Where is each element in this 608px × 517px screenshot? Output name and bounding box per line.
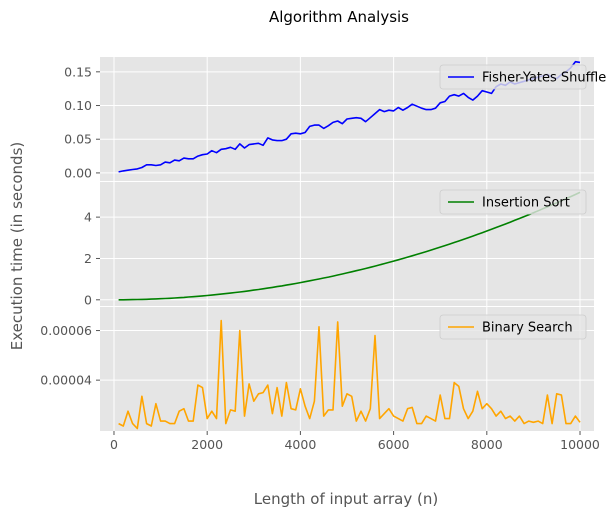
y-tick-label: 0.15 — [64, 64, 92, 79]
legend: Fisher-Yates Shuffle — [439, 64, 606, 90]
y-tick-label: 0 — [84, 292, 92, 307]
y-tick-label: 0.10 — [64, 98, 92, 113]
y-tick-label: 0.00 — [64, 165, 92, 180]
series-line — [118, 319, 581, 430]
x-tick-label: 4000 — [284, 437, 316, 452]
x-axis-title: Length of input array (n) — [254, 490, 438, 508]
legend: Insertion Sort — [439, 189, 587, 215]
y-axis-title: Execution time (in seconds) — [8, 142, 26, 351]
y-tick-label: 2 — [84, 251, 92, 266]
x-tick-label: 10000 — [560, 437, 600, 452]
legend-box — [439, 64, 587, 90]
x-tick-label: 6000 — [378, 437, 410, 452]
chart-panels: 0.00 0.05 0.10 0.15 Fisher-Yates Shuffle 0 2 4 I… — [40, 57, 606, 452]
x-tick-label: 2000 — [191, 437, 223, 452]
y-tick-label: 0.05 — [64, 132, 92, 147]
panel-2: 0.00004 0.00006 Binary Search — [40, 307, 594, 431]
legend-box — [439, 314, 587, 340]
series-line — [118, 191, 581, 301]
legend: Binary Search — [439, 314, 587, 340]
legend-label: Binary Search — [482, 321, 573, 336]
legend-label: Fisher-Yates Shuffle — [482, 71, 606, 86]
x-tick-label: 8000 — [471, 437, 503, 452]
x-tick-label: 0 — [110, 437, 118, 452]
panel-0: 0.00 0.05 0.10 0.15 Fisher-Yates Shuffle — [64, 57, 606, 181]
legend-label: Insertion Sort — [482, 196, 570, 211]
chart-title: Algorithm Analysis — [269, 8, 409, 26]
panel-1: 0 2 4 Insertion Sort — [84, 182, 594, 307]
y-tick-label: 0.00006 — [40, 323, 92, 338]
y-tick-label: 0.00004 — [40, 373, 92, 388]
legend-box — [439, 189, 587, 215]
y-tick-label: 4 — [84, 210, 92, 225]
